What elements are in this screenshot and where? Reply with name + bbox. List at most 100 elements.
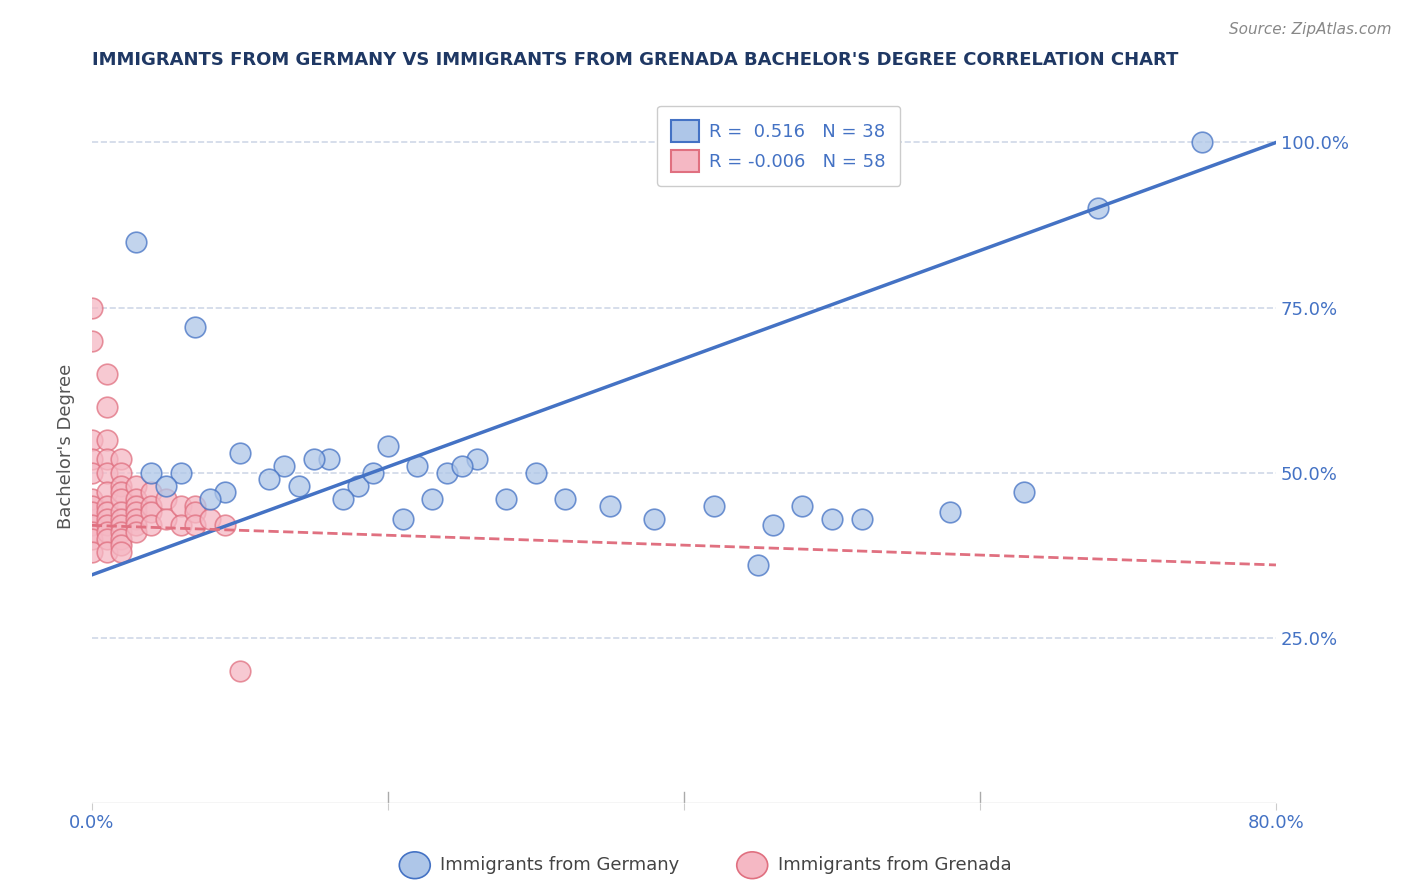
Text: IMMIGRANTS FROM GERMANY VS IMMIGRANTS FROM GRENADA BACHELOR'S DEGREE CORRELATION: IMMIGRANTS FROM GERMANY VS IMMIGRANTS FR… [91, 51, 1178, 69]
Point [80, 545, 103, 559]
Point [80, 452, 103, 467]
Point [436, 466, 458, 480]
Point [288, 479, 311, 493]
Point [96, 499, 118, 513]
Point [851, 512, 873, 526]
Point [80, 505, 103, 519]
Point [110, 452, 132, 467]
Point [155, 491, 177, 506]
Point [80, 499, 103, 513]
Point [420, 491, 443, 506]
Point [125, 524, 148, 539]
Point [96, 452, 118, 467]
Point [96, 545, 118, 559]
Point [214, 485, 236, 500]
Point [495, 491, 517, 506]
Point [347, 479, 370, 493]
Point [273, 458, 295, 473]
Point [643, 512, 665, 526]
Point [155, 512, 177, 526]
Point [125, 235, 148, 249]
Point [762, 518, 785, 533]
Point [96, 466, 118, 480]
Point [80, 466, 103, 480]
Point [821, 512, 844, 526]
Point [702, 499, 724, 513]
Point [110, 485, 132, 500]
Point [332, 491, 354, 506]
Point [229, 446, 252, 460]
Point [139, 466, 162, 480]
Point [96, 367, 118, 381]
Point [1014, 485, 1036, 500]
Point [169, 499, 191, 513]
Point [200, 512, 222, 526]
Point [155, 479, 177, 493]
Point [747, 558, 769, 572]
Point [465, 452, 488, 467]
Point [1191, 136, 1213, 150]
Point [259, 472, 281, 486]
Point [110, 505, 132, 519]
Point [139, 499, 162, 513]
Point [80, 532, 103, 546]
Point [451, 458, 474, 473]
Text: Immigrants from Grenada: Immigrants from Grenada [778, 856, 1011, 874]
Ellipse shape [399, 852, 430, 879]
Point [80, 433, 103, 447]
Point [125, 505, 148, 519]
Point [169, 466, 191, 480]
Point [214, 518, 236, 533]
Point [792, 499, 814, 513]
Point [302, 452, 325, 467]
Point [110, 479, 132, 493]
Legend: R =  0.516   N = 38, R = -0.006   N = 58: R = 0.516 N = 38, R = -0.006 N = 58 [657, 106, 900, 186]
Point [125, 479, 148, 493]
Y-axis label: Bachelor's Degree: Bachelor's Degree [58, 364, 75, 529]
Point [110, 512, 132, 526]
Point [96, 512, 118, 526]
Point [80, 524, 103, 539]
Point [125, 512, 148, 526]
Point [377, 439, 399, 453]
Point [80, 301, 103, 315]
Point [554, 491, 576, 506]
Point [406, 458, 429, 473]
Point [110, 466, 132, 480]
Point [110, 524, 132, 539]
Point [96, 433, 118, 447]
Point [96, 485, 118, 500]
Point [96, 505, 118, 519]
Point [110, 538, 132, 552]
Point [125, 499, 148, 513]
Point [96, 400, 118, 414]
Text: Immigrants from Germany: Immigrants from Germany [440, 856, 679, 874]
Point [524, 466, 547, 480]
Point [200, 491, 222, 506]
Point [184, 518, 207, 533]
Point [96, 532, 118, 546]
Point [169, 518, 191, 533]
Point [391, 512, 413, 526]
Point [125, 518, 148, 533]
Point [96, 524, 118, 539]
Point [1087, 202, 1109, 216]
Point [110, 518, 132, 533]
Point [110, 532, 132, 546]
Point [318, 452, 340, 467]
Point [361, 466, 384, 480]
Point [599, 499, 621, 513]
Point [80, 491, 103, 506]
Point [939, 505, 962, 519]
Point [110, 545, 132, 559]
Ellipse shape [737, 852, 768, 879]
Point [125, 491, 148, 506]
Point [110, 491, 132, 506]
Point [139, 485, 162, 500]
Point [229, 664, 252, 678]
Text: Source: ZipAtlas.com: Source: ZipAtlas.com [1229, 22, 1392, 37]
Point [184, 499, 207, 513]
Point [80, 518, 103, 533]
Point [184, 505, 207, 519]
Point [80, 334, 103, 348]
